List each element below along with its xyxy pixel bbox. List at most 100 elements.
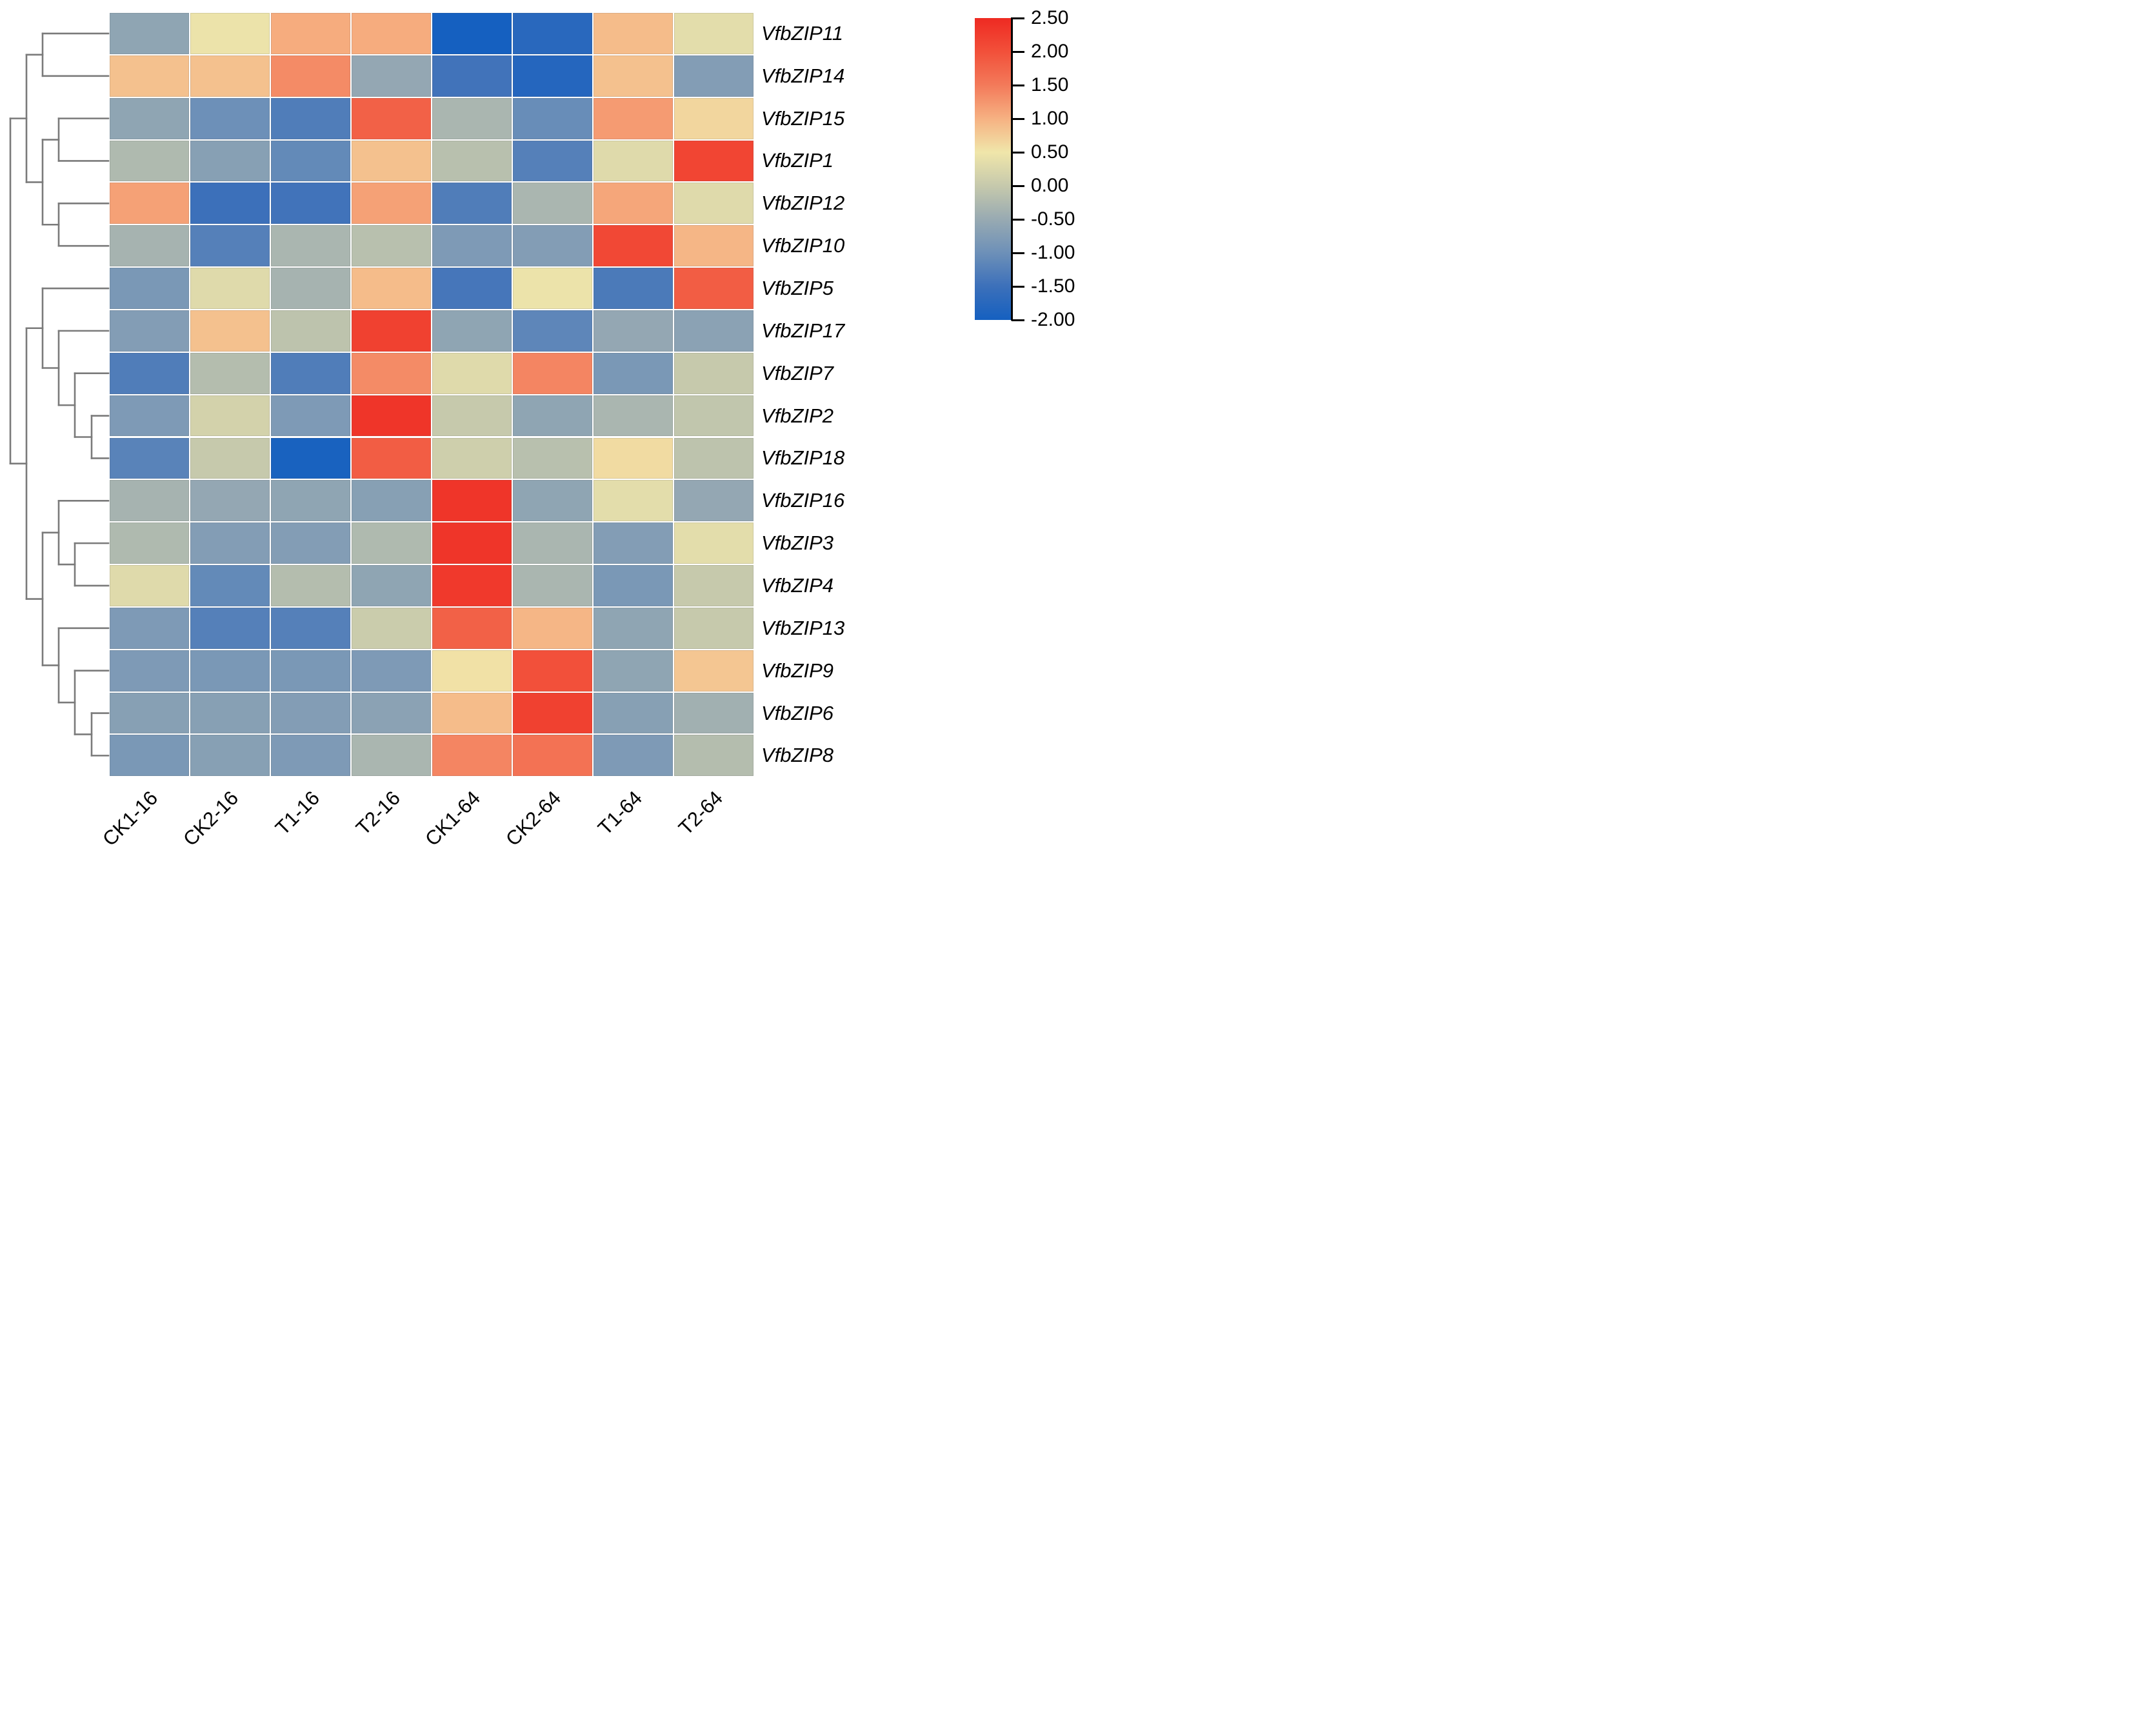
heatmap-cell	[352, 565, 431, 606]
heatmap-cell	[513, 565, 592, 606]
heatmap-cell	[674, 310, 754, 352]
heatmap-cell	[513, 225, 592, 267]
heatmap-cell	[110, 183, 189, 224]
heatmap-cell	[110, 310, 189, 352]
clustered-heatmap-figure: VfbZIP11 VfbZIP14 VfbZIP15 VfbZIP1 VfbZIP12 V…	[0, 0, 1078, 860]
heatmap-cell	[513, 352, 592, 394]
row-label: VfbZIP3	[761, 532, 833, 555]
heatmap-cell	[594, 565, 673, 606]
column-label: T1-16	[264, 783, 324, 839]
row-label: VfbZIP2	[761, 404, 833, 427]
heatmap-cell	[190, 735, 270, 777]
heatmap-cell	[110, 395, 189, 437]
heatmap-cell	[190, 225, 270, 267]
heatmap-cell	[432, 310, 512, 352]
heatmap-cell	[190, 480, 270, 522]
heatmap-cell	[352, 352, 431, 394]
heatmap-cell	[271, 437, 350, 479]
heatmap-cell	[110, 607, 189, 649]
heatmap-cell	[190, 607, 270, 649]
heatmap-cell	[271, 692, 350, 734]
heatmap-cell	[594, 183, 673, 224]
heatmap-cell	[594, 310, 673, 352]
column-label: T1-64	[586, 783, 646, 839]
heatmap-cell	[110, 225, 189, 267]
heatmap-cell	[271, 310, 350, 352]
heatmap-cell	[513, 140, 592, 182]
heatmap-cell	[352, 735, 431, 777]
heatmap-cell	[271, 352, 350, 394]
heatmap-cell	[352, 522, 431, 564]
heatmap-cell	[352, 692, 431, 734]
heatmap-cell	[110, 352, 189, 394]
heatmap-cell	[432, 692, 512, 734]
column-label: CK2-16	[167, 783, 243, 850]
heatmap-cell	[432, 607, 512, 649]
heatmap-cell	[432, 565, 512, 606]
heatmap-cell	[432, 140, 512, 182]
heatmap-cell	[271, 522, 350, 564]
row-label: VfbZIP6	[761, 701, 833, 724]
heatmap-cell	[352, 395, 431, 437]
heatmap-cell	[674, 735, 754, 777]
heatmap-cell	[513, 55, 592, 97]
colorbar-tick-label: 0.50	[1031, 141, 1069, 163]
heatmap-cell	[594, 55, 673, 97]
heatmap-cell	[110, 97, 189, 139]
row-label: VfbZIP5	[761, 277, 833, 300]
heatmap-cell	[110, 650, 189, 691]
heatmap-cell	[594, 607, 673, 649]
heatmap-cell	[594, 97, 673, 139]
heatmap-cell	[513, 522, 592, 564]
heatmap-cell	[432, 395, 512, 437]
heatmap-cell	[110, 437, 189, 479]
heatmap-cell	[271, 565, 350, 606]
heatmap-cell	[674, 395, 754, 437]
heatmap-cell	[190, 183, 270, 224]
heatmap-cell	[190, 97, 270, 139]
heatmap-cell	[674, 183, 754, 224]
heatmap-cell	[352, 225, 431, 267]
heatmap-cell	[594, 650, 673, 691]
heatmap-cell	[352, 268, 431, 309]
colorbar-tick	[1012, 285, 1024, 288]
colorbar-tick	[1012, 252, 1024, 254]
heatmap-cell	[674, 607, 754, 649]
heatmap-cell	[271, 183, 350, 224]
heatmap-cell	[352, 183, 431, 224]
heatmap-cell	[432, 183, 512, 224]
heatmap-cell	[432, 225, 512, 267]
heatmap-cell	[674, 268, 754, 309]
heatmap-cell	[674, 97, 754, 139]
heatmap-cell	[110, 480, 189, 522]
colorbar-tick-label: -0.50	[1031, 208, 1075, 230]
heatmap-cell	[110, 268, 189, 309]
colorbar-tick	[1012, 117, 1024, 120]
heatmap-cell	[513, 650, 592, 691]
heatmap-cell	[594, 437, 673, 479]
heatmap-cell	[432, 97, 512, 139]
colorbar-tick-label: 1.50	[1031, 74, 1069, 95]
heatmap-cell	[190, 352, 270, 394]
heatmap-cell	[352, 13, 431, 54]
heatmap-cell	[674, 565, 754, 606]
heatmap-cell	[594, 225, 673, 267]
column-label-text: CK2-64	[501, 786, 566, 851]
heatmap-cell	[190, 13, 270, 54]
heatmap-cell	[432, 13, 512, 54]
heatmap-cell	[271, 97, 350, 139]
heatmap-cell	[271, 13, 350, 54]
heatmap-cell	[674, 650, 754, 691]
colorbar-tick-label: -2.00	[1031, 309, 1075, 330]
heatmap-cell	[352, 97, 431, 139]
heatmap-cell	[674, 522, 754, 564]
heatmap-cell	[432, 480, 512, 522]
heatmap-cell	[352, 607, 431, 649]
heatmap-cell	[190, 692, 270, 734]
row-label: VfbZIP13	[761, 616, 845, 639]
heatmap-cell	[271, 395, 350, 437]
row-label: VfbZIP12	[761, 192, 845, 215]
heatmap-cell	[271, 55, 350, 97]
colorbar-tick-label: -1.50	[1031, 275, 1075, 297]
heatmap-cell	[271, 480, 350, 522]
